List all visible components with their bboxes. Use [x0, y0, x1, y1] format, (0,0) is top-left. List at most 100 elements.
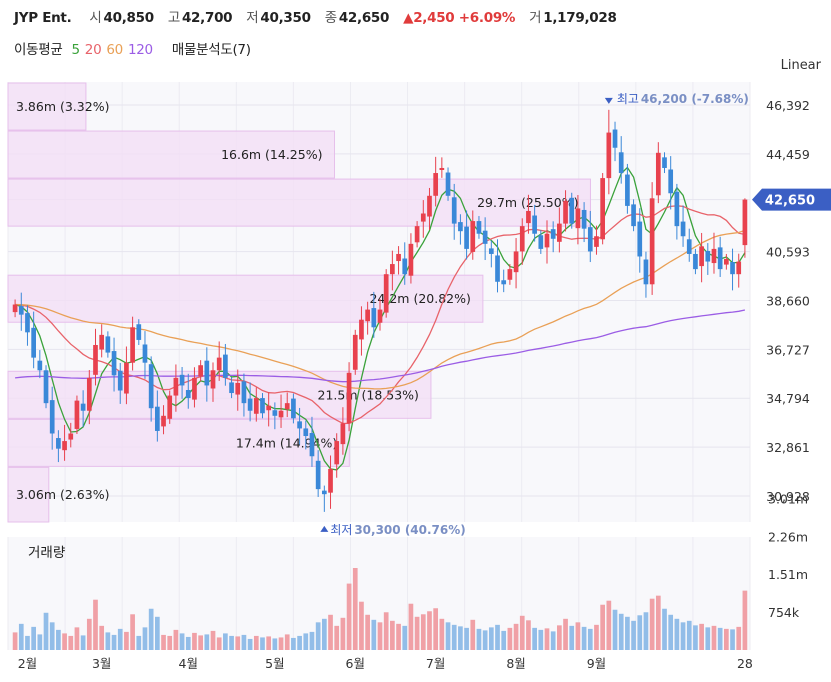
volume-bar	[241, 634, 247, 650]
volume-bar	[383, 612, 389, 650]
volume-bar	[699, 623, 704, 650]
candle-body	[736, 261, 742, 275]
candle-body	[482, 230, 488, 244]
low-annotation-label: 최저	[330, 523, 352, 537]
candle-body	[303, 428, 309, 437]
volume-bar	[693, 625, 698, 650]
volume-bar	[519, 615, 525, 650]
candle-body	[204, 360, 210, 386]
volume-bar	[198, 635, 203, 650]
high-annotation-label: 최고	[617, 92, 639, 106]
volume-bar	[161, 634, 166, 650]
volume-bar	[662, 608, 667, 650]
volume-profile-label[interactable]: 매물분석도(7)	[171, 42, 251, 58]
ma-60[interactable]: 60	[106, 42, 123, 58]
volume-bar	[717, 627, 723, 650]
candle-body	[655, 152, 661, 196]
ma-20[interactable]: 20	[84, 42, 102, 58]
volume-bar	[594, 624, 599, 650]
volume-bar	[742, 590, 748, 650]
candle-body	[711, 248, 717, 264]
candle-body	[173, 377, 179, 396]
volume-bar	[532, 627, 537, 650]
volume-bar	[686, 620, 692, 650]
volume-bar	[167, 635, 173, 650]
volume-bar	[56, 629, 61, 650]
volume-bars	[12, 568, 748, 650]
annotations: 최고 46,200 (-7.68%) 최저 30,300 (40.76%)	[320, 92, 749, 537]
volume-bar	[575, 622, 581, 650]
candle-body	[575, 208, 581, 229]
candle-body	[340, 423, 346, 445]
candle-body	[600, 178, 606, 240]
ma-label[interactable]: 이동평균	[14, 42, 63, 58]
date-tick-label: 6월	[346, 656, 365, 671]
close-label: 종	[324, 10, 337, 26]
ma-120[interactable]: 120	[127, 42, 153, 58]
candle-body	[433, 173, 439, 196]
volume-bar	[99, 625, 105, 650]
volume-bar	[538, 629, 544, 650]
candle-body	[247, 398, 253, 411]
volume-bar	[649, 598, 655, 650]
candle-body	[136, 324, 142, 340]
candle-body	[62, 441, 67, 451]
volume-bar	[31, 626, 36, 650]
volume-tick-label: 2.26m	[768, 529, 808, 544]
candle-body	[105, 336, 111, 353]
volume-bar	[291, 637, 296, 650]
candle-body	[291, 398, 296, 419]
candle-body	[12, 304, 18, 313]
volume-bar	[321, 618, 327, 650]
low-value: 40,350	[260, 10, 311, 26]
volume-bar	[600, 604, 606, 650]
open-value: 40,850	[103, 10, 155, 26]
candle-body	[260, 398, 265, 414]
ma-5[interactable]: 5	[71, 42, 80, 58]
volume-bar	[93, 599, 98, 650]
low-annotation-value: 30,300 (40.76%)	[354, 523, 465, 537]
candle-body	[507, 269, 513, 280]
high-annotation-value: 46,200 (-7.68%)	[641, 92, 749, 106]
volume-bar	[612, 609, 618, 650]
volume-bar	[142, 627, 148, 650]
volume-bar	[439, 618, 445, 650]
date-tick-label: 4월	[179, 656, 198, 671]
volume-bar	[730, 629, 735, 650]
volume-bar	[253, 635, 259, 650]
volume-label: 거	[529, 10, 542, 26]
volume-bar	[315, 622, 321, 650]
candle-body	[377, 309, 383, 323]
date-tick-label: 5월	[265, 656, 284, 671]
candle-body	[365, 309, 370, 322]
candle-body	[25, 313, 30, 333]
volume-bar	[154, 616, 160, 650]
candle-body	[223, 354, 228, 378]
candle-body	[612, 129, 618, 148]
candle-body	[142, 344, 148, 363]
candle-body	[408, 243, 414, 276]
candle-body	[43, 370, 49, 404]
volume-bar	[371, 619, 377, 650]
volume-bar	[229, 635, 234, 650]
candle-body	[569, 197, 575, 224]
candle-body	[427, 195, 432, 217]
volume-bar	[631, 620, 636, 650]
volume-bar	[352, 568, 358, 650]
candle-body	[476, 221, 482, 234]
candle-body	[185, 390, 191, 399]
candle-body	[649, 198, 655, 285]
volume-bar	[49, 622, 55, 650]
ma-line-20	[15, 205, 746, 425]
low-label: 저	[246, 10, 259, 26]
quote-header: JYP Ent. 시 40,850 고 42,700 저 40,350 종 42,650…	[14, 6, 627, 26]
candle-body	[532, 215, 537, 234]
candle-body	[154, 406, 160, 431]
volume-bar	[111, 634, 117, 650]
scale-mode-label[interactable]: Linear	[780, 58, 821, 73]
date-tick-label: 3월	[92, 656, 111, 671]
volume-bar	[173, 629, 179, 650]
volume-bar	[396, 623, 401, 650]
volume-profile-label: 21.5m (18.53%)	[318, 387, 419, 402]
